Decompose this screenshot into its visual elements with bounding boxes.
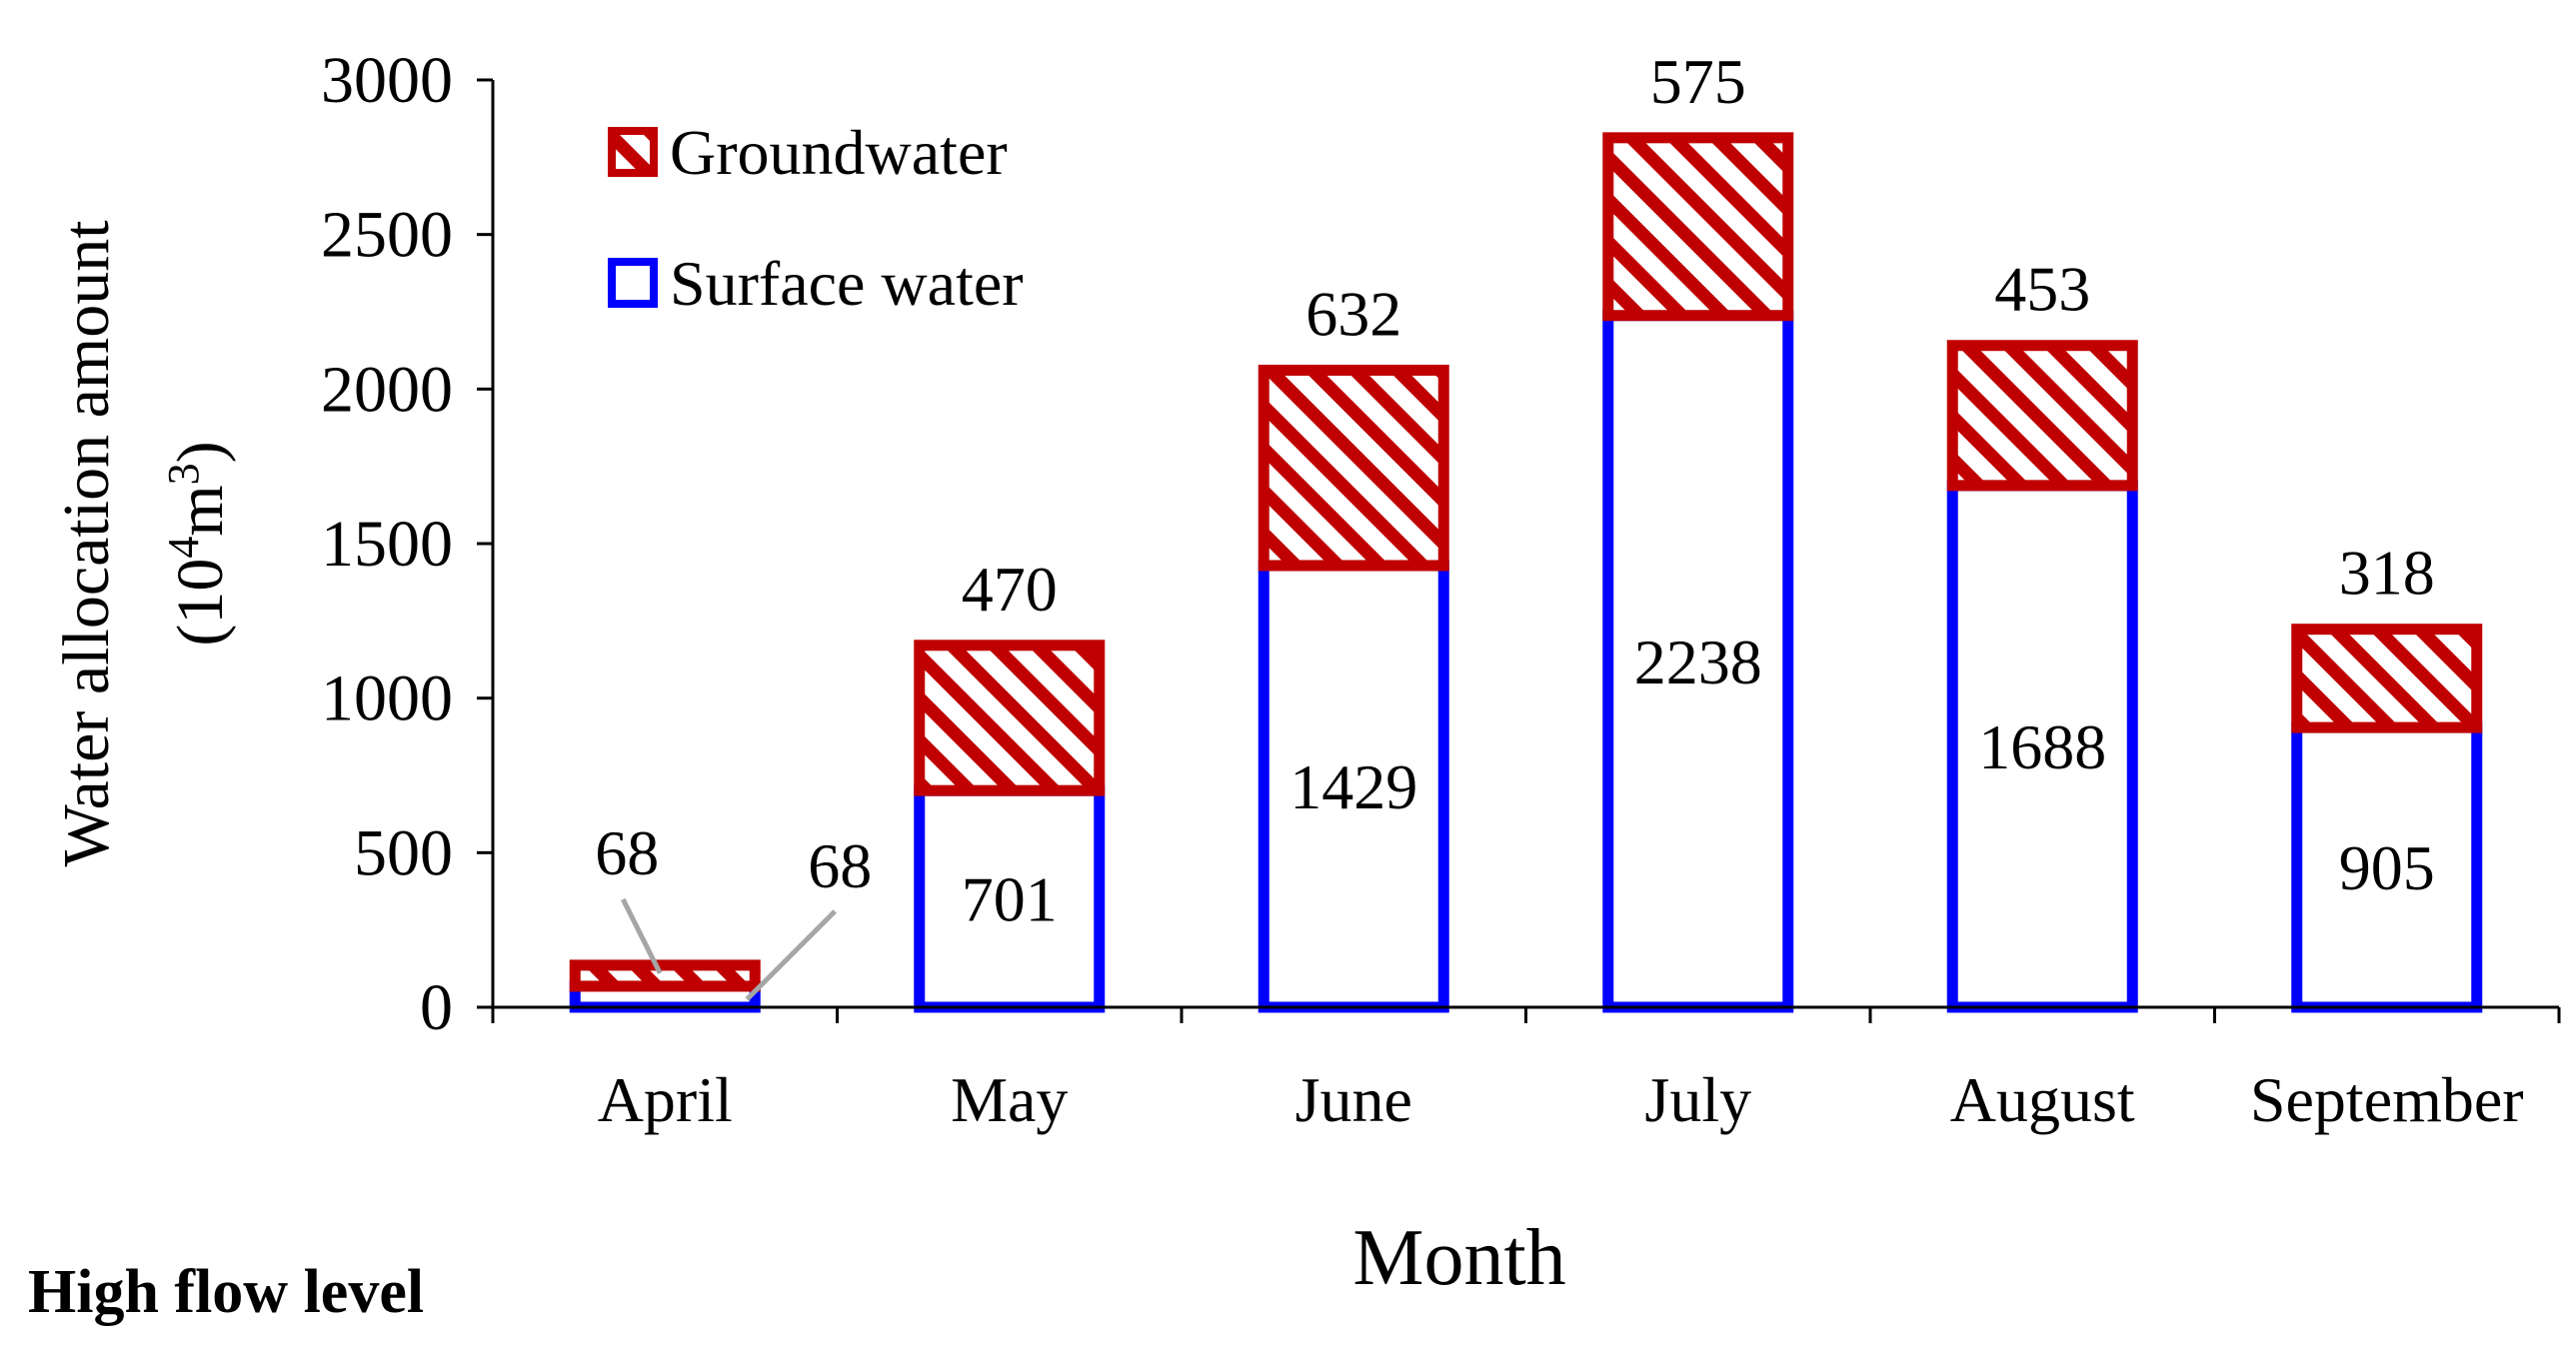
label-groundwater-july: 575 bbox=[1650, 46, 1746, 117]
bar-groundwater-april bbox=[569, 959, 761, 992]
legend: Groundwater Surface water bbox=[608, 117, 1024, 319]
label-surface-july: 2238 bbox=[1634, 627, 1762, 697]
bar-surface-july bbox=[1602, 310, 1794, 1013]
y-tick-label-500: 500 bbox=[354, 816, 453, 889]
y-tick-label-2500: 2500 bbox=[321, 199, 453, 272]
bar-surface-august bbox=[1946, 480, 2138, 1013]
leader-groundwater-april bbox=[621, 897, 663, 975]
label-surface-june: 1429 bbox=[1289, 751, 1417, 822]
panel-label: High flow level bbox=[28, 1258, 425, 1326]
bar-groundwater-june bbox=[1258, 364, 1449, 572]
label-surface-august: 1688 bbox=[1978, 711, 2106, 782]
label-surface-may: 701 bbox=[962, 864, 1058, 935]
bars-group bbox=[569, 132, 2483, 1013]
y-tick-label-3000: 3000 bbox=[321, 44, 453, 117]
y-axis-title: Water allocation amount bbox=[50, 220, 123, 866]
label-groundwater-may: 470 bbox=[962, 554, 1058, 625]
axes-group: April May June July August September 0 500 1000 1… bbox=[321, 44, 2561, 1135]
y-tick-label-2000: 2000 bbox=[321, 353, 453, 426]
bar-groundwater-may bbox=[914, 640, 1106, 796]
label-groundwater-september: 318 bbox=[2339, 538, 2435, 609]
legend-label-groundwater: Groundwater bbox=[670, 117, 1008, 188]
label-surface-april: 68 bbox=[808, 830, 872, 901]
x-tick-label-april: April bbox=[598, 1064, 733, 1135]
bar-groundwater-august bbox=[1946, 340, 2138, 492]
x-axis-title: Month bbox=[1352, 1214, 1565, 1302]
x-tick-label-june: June bbox=[1295, 1064, 1412, 1135]
label-surface-september: 905 bbox=[2339, 832, 2435, 903]
x-tick-label-july: July bbox=[1644, 1064, 1751, 1135]
y-tick-label-1000: 1000 bbox=[321, 663, 453, 735]
label-groundwater-april: 68 bbox=[595, 817, 659, 888]
x-tick-label-august: August bbox=[1950, 1064, 2135, 1135]
legend-swatch-groundwater bbox=[608, 127, 658, 177]
leader-surface-april bbox=[745, 909, 838, 1001]
bar-surface-june bbox=[1258, 560, 1449, 1013]
bar-groundwater-july bbox=[1602, 132, 1794, 322]
label-groundwater-june: 632 bbox=[1305, 278, 1401, 349]
y-axis-unit: (104m3) bbox=[159, 441, 238, 646]
x-tick-label-september: September bbox=[2250, 1064, 2524, 1135]
bar-groundwater-september bbox=[2291, 624, 2483, 733]
legend-label-surface-water: Surface water bbox=[670, 248, 1024, 319]
legend-swatch-surface-water bbox=[608, 258, 658, 308]
label-groundwater-august: 453 bbox=[1994, 254, 2090, 325]
x-tick-label-may: May bbox=[951, 1064, 1068, 1135]
data-labels-group: 68 68 470 701 632 1429 575 2238 453 1688 318 905 bbox=[595, 46, 2435, 1001]
y-tick-label-1500: 1500 bbox=[321, 508, 453, 581]
y-tick-label-0: 0 bbox=[420, 971, 453, 1044]
